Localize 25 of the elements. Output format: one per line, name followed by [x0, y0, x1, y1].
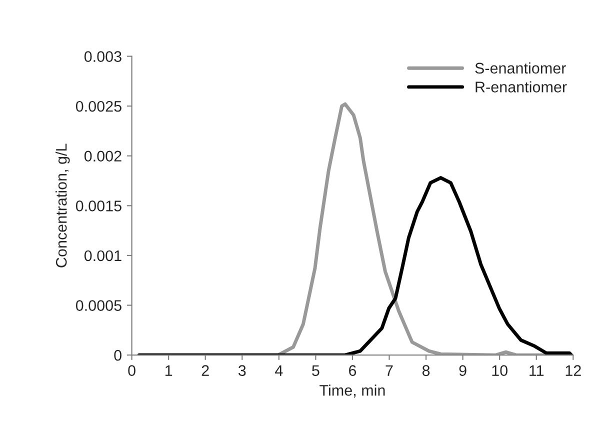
y-tick-label: 0	[114, 350, 122, 361]
y-tick-label: 0.0005	[76, 300, 122, 311]
y-tick-label: 0.002	[84, 150, 122, 162]
y-axis-title: Concentration, g/L	[56, 144, 70, 268]
x-tick-label: 7	[386, 365, 393, 376]
y-tick-label: 0.001	[84, 250, 122, 262]
x-tick-label: 10	[492, 365, 508, 376]
x-tick-label: 1	[165, 365, 172, 376]
x-tick-label: 4	[275, 365, 283, 376]
x-tick-label: 8	[422, 365, 430, 376]
y-tick-label: 0.003	[84, 51, 122, 62]
x-tick-label: 6	[349, 365, 356, 376]
line-series	[137, 176, 574, 356]
x-tick-label: 0	[128, 365, 136, 376]
x-axis-title: Time, min	[320, 384, 385, 398]
y-tick-label: 0.0015	[76, 200, 122, 212]
x-tick-label: 9	[459, 365, 466, 376]
legend-label: S-enantiomer	[475, 62, 566, 74]
x-tick-label: 2	[202, 365, 209, 376]
x-tick-label: 3	[238, 365, 246, 376]
y-tick-label: 0.0025	[76, 100, 122, 112]
legend-label: R-enantiomer	[476, 81, 567, 92]
x-tick-label: 12	[566, 365, 581, 376]
x-tick-label: 11	[530, 365, 544, 376]
x-tick-label: 5	[312, 365, 320, 376]
